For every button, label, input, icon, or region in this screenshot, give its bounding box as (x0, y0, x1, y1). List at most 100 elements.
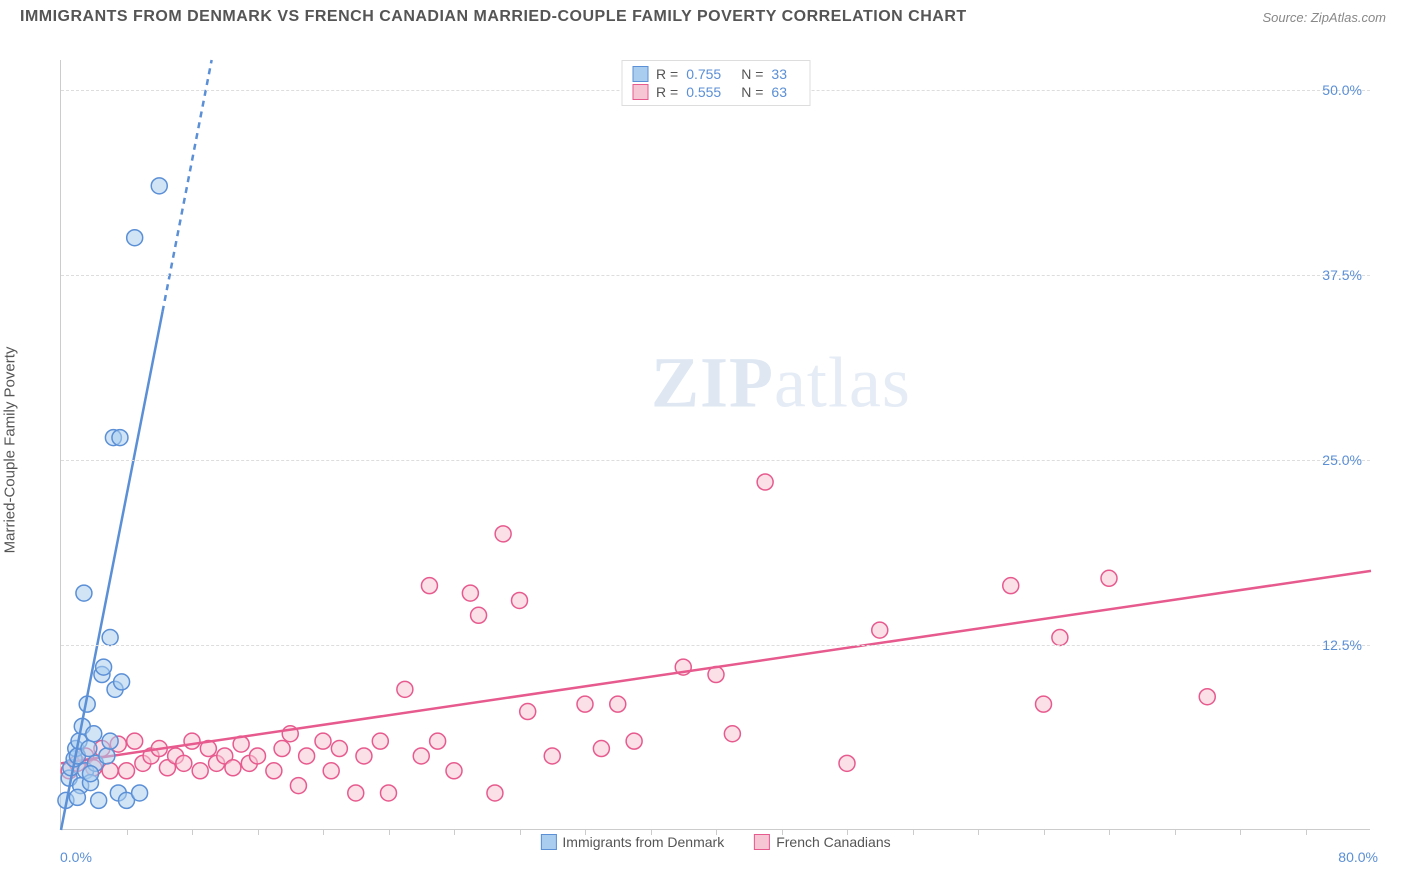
data-point (81, 741, 97, 757)
data-point (1003, 578, 1019, 594)
x-minor-tick (1109, 829, 1110, 835)
n-value-french: 63 (771, 84, 787, 100)
legend-row-denmark: R = 0.755 N = 33 (632, 65, 799, 83)
x-minor-tick (651, 829, 652, 835)
r-label: R = (656, 84, 678, 100)
data-point (102, 763, 118, 779)
x-minor-tick (1175, 829, 1176, 835)
r-value-french: 0.555 (686, 84, 721, 100)
x-minor-tick (1044, 829, 1045, 835)
data-point (225, 760, 241, 776)
data-point (1101, 570, 1117, 586)
chart-title: IMMIGRANTS FROM DENMARK VS FRENCH CANADI… (20, 8, 967, 26)
data-point (250, 748, 266, 764)
data-point (184, 733, 200, 749)
data-point (102, 733, 118, 749)
data-point (372, 733, 388, 749)
legend-label-french: French Canadians (776, 834, 890, 850)
x-minor-tick (192, 829, 193, 835)
x-tick-zero: 0.0% (60, 849, 92, 865)
data-point (495, 526, 511, 542)
data-point (192, 763, 208, 779)
x-minor-tick (978, 829, 979, 835)
data-point (331, 741, 347, 757)
data-point (757, 474, 773, 490)
data-point (1199, 689, 1215, 705)
data-point (99, 748, 115, 764)
data-point (610, 696, 626, 712)
y-axis-label: Married-Couple Family Poverty (2, 347, 19, 554)
data-point (290, 778, 306, 794)
data-point (446, 763, 462, 779)
x-minor-tick (782, 829, 783, 835)
legend-item-french: French Canadians (754, 834, 890, 850)
data-point (82, 766, 98, 782)
x-minor-tick (258, 829, 259, 835)
x-minor-tick (454, 829, 455, 835)
x-tick-max: 80.0% (1338, 849, 1378, 865)
n-label: N = (741, 84, 763, 100)
series-legend: Immigrants from Denmark French Canadians (534, 832, 896, 852)
data-point (96, 659, 112, 675)
data-point (299, 748, 315, 764)
x-minor-tick (323, 829, 324, 835)
data-point (86, 726, 102, 742)
data-point (112, 430, 128, 446)
data-point (381, 785, 397, 801)
data-point (413, 748, 429, 764)
data-point (266, 763, 282, 779)
n-value-denmark: 33 (771, 66, 787, 82)
data-point (114, 674, 130, 690)
gridline (61, 275, 1370, 276)
data-point (151, 178, 167, 194)
data-point (323, 763, 339, 779)
data-point (471, 607, 487, 623)
n-label: N = (741, 66, 763, 82)
data-point (127, 230, 143, 246)
data-point (724, 726, 740, 742)
swatch-french-icon (754, 834, 770, 850)
x-minor-tick (585, 829, 586, 835)
trend-line (61, 571, 1371, 764)
data-point (76, 585, 92, 601)
legend-label-denmark: Immigrants from Denmark (562, 834, 724, 850)
y-tick-label: 12.5% (1322, 637, 1362, 653)
data-point (487, 785, 503, 801)
data-point (577, 696, 593, 712)
legend-item-denmark: Immigrants from Denmark (540, 834, 724, 850)
data-point (593, 741, 609, 757)
data-point (315, 733, 331, 749)
swatch-denmark (632, 66, 648, 82)
data-point (462, 585, 478, 601)
swatch-french (632, 84, 648, 100)
gridline (61, 460, 1370, 461)
data-point (430, 733, 446, 749)
chart-container: Married-Couple Family Poverty ZIPatlas R… (20, 40, 1386, 860)
data-point (1052, 630, 1068, 646)
swatch-denmark-icon (540, 834, 556, 850)
y-tick-label: 25.0% (1322, 452, 1362, 468)
data-point (512, 592, 528, 608)
data-point (397, 681, 413, 697)
x-minor-tick (1306, 829, 1307, 835)
data-point (102, 630, 118, 646)
gridline (61, 645, 1370, 646)
x-minor-tick (1240, 829, 1241, 835)
y-tick-label: 50.0% (1322, 82, 1362, 98)
data-point (274, 741, 290, 757)
data-point (119, 763, 135, 779)
data-point (839, 755, 855, 771)
legend-row-french: R = 0.555 N = 63 (632, 83, 799, 101)
data-point (127, 733, 143, 749)
data-point (132, 785, 148, 801)
r-value-denmark: 0.755 (686, 66, 721, 82)
data-point (69, 789, 85, 805)
x-minor-tick (520, 829, 521, 835)
data-point (176, 755, 192, 771)
x-minor-tick (127, 829, 128, 835)
data-point (626, 733, 642, 749)
source-attribution: Source: ZipAtlas.com (1262, 10, 1386, 25)
data-point (91, 792, 107, 808)
data-point (544, 748, 560, 764)
x-minor-tick (389, 829, 390, 835)
